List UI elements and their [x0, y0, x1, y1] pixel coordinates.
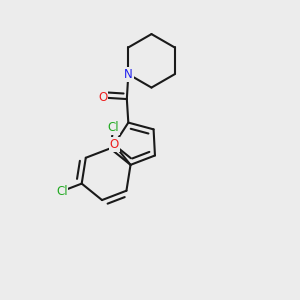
Text: O: O	[110, 138, 119, 151]
Text: O: O	[98, 91, 107, 104]
Text: N: N	[124, 68, 133, 81]
Text: Cl: Cl	[108, 121, 119, 134]
Text: Cl: Cl	[56, 185, 68, 198]
